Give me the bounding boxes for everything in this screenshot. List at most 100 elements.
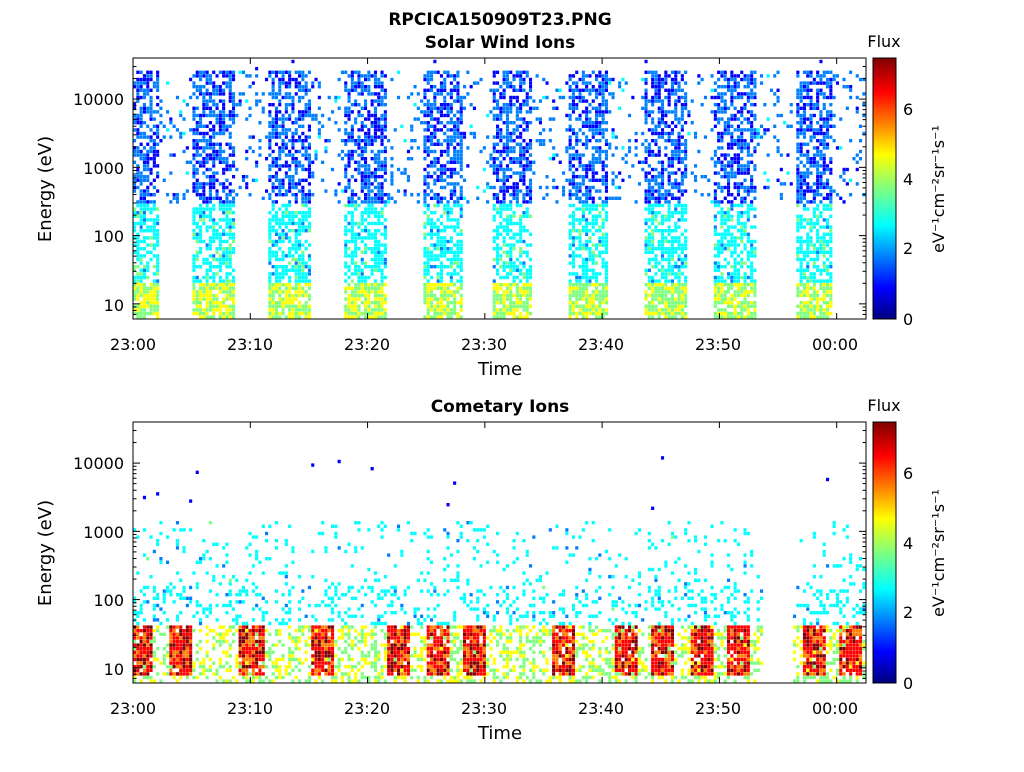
spectrogram-cell	[423, 121, 427, 125]
spectrogram-cell	[195, 185, 199, 190]
spectrogram-cell	[730, 164, 734, 168]
spectrogram-cell	[604, 77, 608, 82]
spectrogram-cell	[730, 92, 734, 96]
spectrogram-cell	[373, 247, 377, 251]
spectrogram-cell	[393, 200, 397, 204]
spectrogram-cell	[222, 92, 226, 96]
spectrogram-cell	[697, 81, 701, 85]
spectrogram-cell	[522, 239, 526, 244]
spectrogram-cell	[552, 157, 556, 161]
spectrogram-cell	[585, 218, 589, 222]
spectrogram-cell	[529, 95, 533, 100]
spectrogram-cell	[439, 311, 443, 316]
spectrogram-cell	[661, 164, 665, 168]
spectrogram-cell	[373, 268, 377, 272]
spectrogram-cell	[298, 74, 302, 78]
spectrogram-cell	[568, 232, 572, 236]
spectrogram-cell	[301, 185, 305, 190]
spectrogram-cell	[733, 279, 737, 283]
spectrogram-cell	[436, 117, 440, 121]
spectrogram-cell	[380, 283, 384, 287]
spectrogram-cell	[443, 229, 447, 233]
spectrogram-cell	[222, 160, 226, 164]
spectrogram-cell	[354, 286, 358, 290]
spectrogram-cell	[179, 113, 183, 118]
spectrogram-cell	[667, 171, 671, 175]
spectrogram-cell	[456, 254, 460, 258]
spectrogram-cell	[347, 315, 351, 319]
spectrogram-cell	[657, 247, 661, 251]
spectrogram-cell	[585, 146, 589, 150]
spectrogram-cell	[383, 149, 387, 154]
spectrogram-cell	[529, 257, 533, 262]
spectrogram-cell	[367, 189, 371, 193]
spectrogram-cell	[423, 175, 427, 179]
spectrogram-cell	[152, 243, 156, 247]
spectrogram-cell	[717, 70, 721, 74]
spectrogram-cell	[591, 164, 595, 168]
spectrogram-cell	[232, 308, 236, 312]
spectrogram-cell	[436, 286, 440, 290]
spectrogram-cell	[281, 304, 285, 308]
spectrogram-cell	[651, 207, 655, 211]
spectrogram-cell	[139, 207, 143, 211]
spectrogram-cell	[661, 239, 665, 244]
spectrogram-cell	[195, 146, 199, 150]
spectrogram-cell	[156, 95, 160, 100]
spectrogram-cell	[519, 279, 523, 283]
spectrogram-cell	[350, 153, 354, 157]
spectrogram-cell	[142, 164, 146, 168]
spectrogram-cell	[585, 293, 589, 298]
spectrogram-cell	[383, 232, 387, 236]
spectrogram-cell	[311, 175, 315, 179]
spectrogram-cell	[232, 74, 236, 78]
spectrogram-cell	[644, 236, 648, 240]
spectrogram-cell	[370, 250, 374, 254]
spectrogram-cell	[436, 279, 440, 283]
spectrogram-cell	[205, 272, 209, 276]
spectrogram-cell	[644, 92, 648, 96]
spectrogram-cell	[205, 301, 209, 305]
spectrogram-cell	[192, 131, 196, 136]
spectrogram-cell	[350, 311, 354, 316]
spectrogram-cell	[730, 74, 734, 78]
spectrogram-cell	[149, 157, 153, 161]
spectrogram-cell	[142, 103, 146, 107]
spectrogram-cell	[271, 189, 275, 193]
spectrogram-cell	[680, 232, 684, 236]
spectrogram-cell	[347, 265, 351, 269]
spectrogram-cell	[301, 85, 305, 89]
spectrogram-cell	[182, 149, 186, 154]
spectrogram-cell	[373, 232, 377, 236]
spectrogram-cell	[529, 77, 533, 82]
spectrogram-cell	[505, 124, 509, 128]
spectrogram-cell	[304, 293, 308, 298]
spectrogram-cell	[304, 88, 308, 92]
spectrogram-cell	[202, 193, 206, 197]
spectrogram-cell	[525, 70, 529, 74]
spectrogram-cell	[601, 293, 605, 298]
spectrogram-cell	[149, 70, 153, 74]
spectrogram-cell	[215, 106, 219, 110]
spectrogram-cell	[459, 142, 463, 146]
spectrogram-cell	[215, 178, 219, 182]
spectrogram-cell	[713, 315, 717, 319]
spectrogram-cell	[284, 236, 288, 240]
spectrogram-cell	[664, 308, 668, 312]
spectrogram-cell	[492, 160, 496, 164]
spectrogram-cell	[370, 200, 374, 204]
spectrogram-cell	[284, 164, 288, 168]
spectrogram-cell	[585, 175, 589, 179]
spectrogram-cell	[723, 196, 727, 200]
spectrogram-cell	[284, 160, 288, 164]
spectrogram-cell	[736, 164, 740, 168]
spectrogram-cell	[670, 185, 674, 190]
solar-wind-panel: Solar Wind Ions 23:00 23:10 23:20 23:30 …	[35, 32, 948, 380]
spectrogram-cell	[657, 211, 661, 215]
spectrogram-cell	[680, 250, 684, 254]
spectrogram-cell	[212, 128, 216, 132]
spectrogram-cell	[519, 106, 523, 110]
spectrogram-cell	[281, 268, 285, 272]
spectrogram-cell	[156, 149, 160, 154]
spectrogram-cell	[492, 214, 496, 218]
